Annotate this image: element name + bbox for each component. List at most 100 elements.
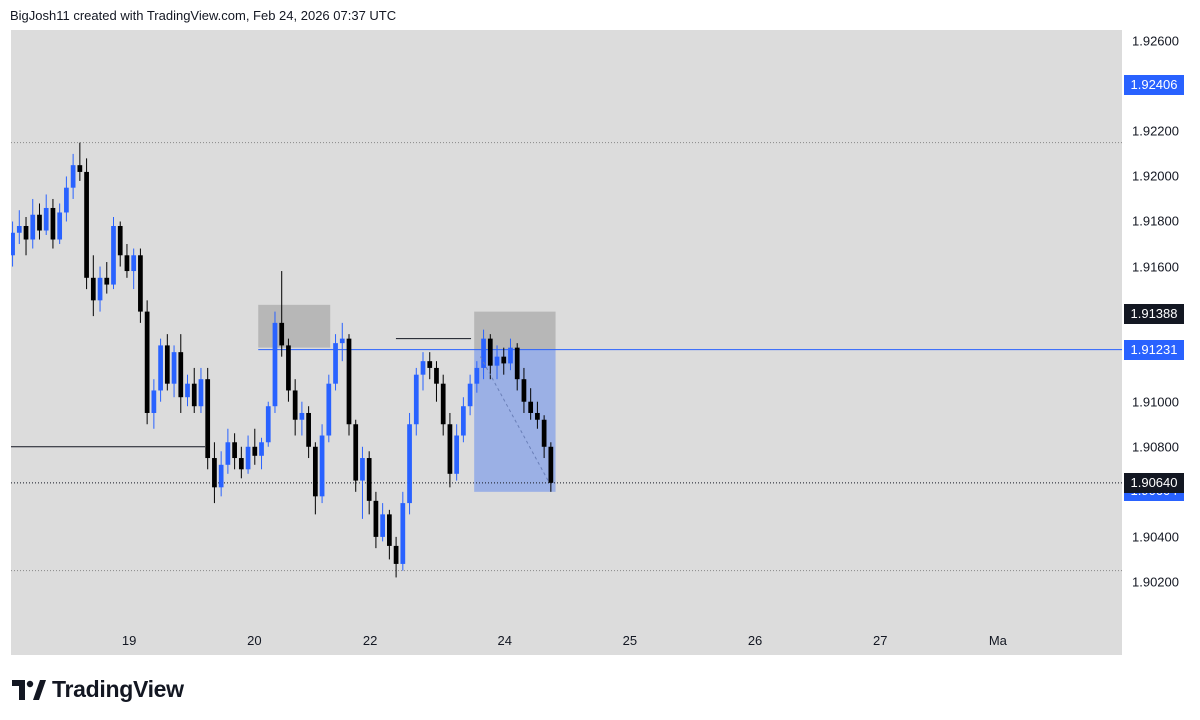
candle-body <box>366 458 372 501</box>
candle-body <box>306 412 311 447</box>
price-tick-label: 1.91000 <box>1132 394 1179 410</box>
tradingview-wordmark: TradingView <box>52 676 184 702</box>
candle-body <box>178 352 184 398</box>
candle-body <box>70 165 76 188</box>
candle-body <box>50 207 56 240</box>
candle-body <box>508 347 513 364</box>
candlestick-chart[interactable] <box>11 30 1122 627</box>
candle-body <box>37 214 42 231</box>
candle-body <box>474 367 480 384</box>
candle-body <box>387 514 392 546</box>
candle-body <box>535 412 540 420</box>
candle-body <box>380 514 386 537</box>
candle-body <box>420 361 426 375</box>
candle-body <box>57 212 63 240</box>
price-label-box: 1.90640 <box>1124 472 1184 493</box>
candle-body <box>461 406 466 436</box>
candle-body <box>279 322 285 346</box>
candle-body <box>64 187 69 213</box>
candle-body <box>427 361 433 368</box>
candle-body <box>292 390 298 420</box>
candle-body <box>43 207 49 231</box>
candle-body <box>138 255 143 312</box>
candle-body <box>245 446 251 470</box>
candle-body <box>454 435 460 474</box>
candle-body <box>144 311 150 413</box>
price-tick-label: 1.91600 <box>1132 259 1179 275</box>
candle-body <box>407 424 412 504</box>
price-tick-label: 1.90200 <box>1132 574 1179 590</box>
price-tick-label: 1.90400 <box>1132 529 1179 545</box>
candle-body <box>30 214 36 240</box>
candle-body <box>521 379 527 402</box>
candle-body <box>548 446 554 483</box>
candle-body <box>158 345 163 391</box>
candle-body <box>312 446 318 497</box>
candle-body <box>238 458 244 470</box>
candle-body <box>353 424 359 481</box>
candle-body <box>346 338 352 425</box>
time-axis[interactable]: 19 20 22 24 25 26 27 Ma <box>11 627 1122 655</box>
time-tick-label: 25 <box>622 633 638 648</box>
candle-body <box>84 171 89 278</box>
price-tick-label: 1.90800 <box>1132 439 1179 455</box>
candle-body <box>151 390 157 413</box>
time-tick-label: 20 <box>247 633 262 648</box>
candle-body <box>319 435 325 497</box>
zone-rect-1 <box>474 311 556 350</box>
candle-body <box>447 424 453 474</box>
candle-body <box>164 345 170 384</box>
candle-body <box>97 277 103 301</box>
time-tick-label: Ma <box>988 633 1007 648</box>
candle-body <box>487 338 493 366</box>
chart-caption: BigJosh11 created with TradingView.com, … <box>10 8 397 23</box>
candle-body <box>232 442 237 459</box>
time-tick-label: 24 <box>497 633 512 648</box>
candle-body <box>514 347 520 380</box>
price-tick-label: 1.92600 <box>1132 33 1179 49</box>
candle-body <box>360 458 365 481</box>
candle-body <box>90 277 96 301</box>
candle-body <box>77 165 83 172</box>
candle-body <box>104 277 110 285</box>
candle-body <box>413 374 419 425</box>
candle-body <box>259 442 264 456</box>
tradingview-brand[interactable]: TradingView <box>12 676 184 703</box>
candle-body <box>528 401 534 413</box>
candle-body <box>198 379 204 407</box>
candle-body <box>117 225 123 256</box>
time-tick-label: 19 <box>121 633 137 648</box>
candle-body <box>333 343 338 384</box>
candle-body <box>265 406 271 443</box>
candle-body <box>481 338 486 368</box>
candle-body <box>467 383 473 407</box>
chart-plot-area[interactable] <box>11 30 1122 627</box>
tradingview-logo-icon <box>12 679 46 700</box>
candle-body <box>218 464 224 488</box>
candle-body <box>124 255 130 272</box>
candle-body <box>373 500 379 537</box>
zone-rect-0 <box>258 304 331 348</box>
price-label-box: 1.91231 <box>1124 339 1184 360</box>
candle-body <box>16 225 22 233</box>
candle-body <box>191 383 197 407</box>
candle-body <box>393 545 399 564</box>
candle-body <box>185 383 190 398</box>
time-tick-label: 27 <box>873 633 888 648</box>
price-label-box: 1.91388 <box>1124 304 1184 325</box>
candle-body <box>326 383 332 436</box>
candle-body <box>494 356 500 366</box>
candle-body <box>171 352 177 384</box>
candle-body <box>225 442 231 465</box>
time-tick-label: 22 <box>362 633 378 648</box>
candle-body <box>339 338 345 344</box>
candle-body <box>541 419 547 447</box>
price-tick-label: 1.92200 <box>1132 123 1179 139</box>
candle-body <box>299 412 305 420</box>
candle-body <box>272 322 278 407</box>
price-tick-label: 1.91800 <box>1132 213 1179 229</box>
candle-body <box>205 379 211 459</box>
candle-body <box>252 446 258 456</box>
price-axis[interactable]: 1.92600 1.92200 1.92000 1.91800 1.91600 1.910… <box>1122 30 1200 627</box>
candle-body <box>440 383 446 425</box>
